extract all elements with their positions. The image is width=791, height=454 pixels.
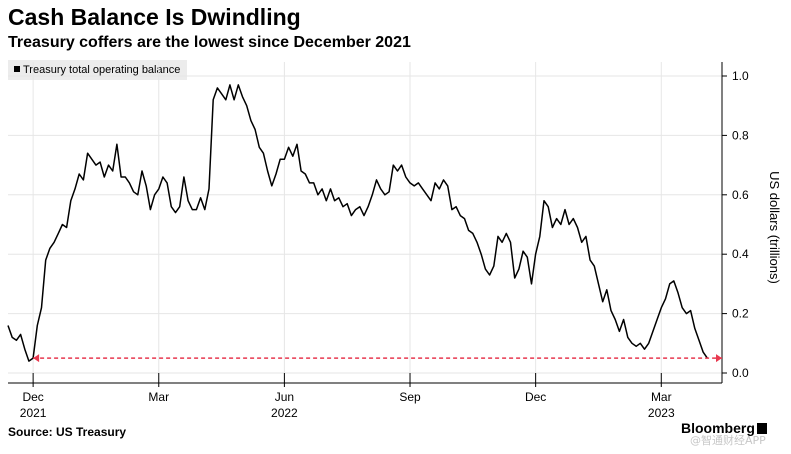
legend-swatch [14, 66, 20, 72]
watermark: @智通财经APP [690, 434, 766, 447]
x-tick-year-label: 2022 [271, 406, 298, 420]
legend: Treasury total operating balance [8, 60, 188, 80]
x-tick-year-label: 2021 [20, 406, 47, 420]
y-axis: 0.0 0.2 0.4 0.6 0.8 1.0 [721, 62, 749, 383]
x-tick-label: Jun [275, 390, 294, 404]
x-tick-label: Dec [22, 390, 43, 404]
gridlines [8, 62, 722, 374]
y-tick-label: 0.4 [732, 247, 749, 261]
y-tick-label: 1.0 [732, 69, 749, 83]
y-tick-label: 0.0 [732, 366, 749, 380]
chart-title: Cash Balance Is Dwindling [8, 4, 301, 30]
x-tick-label: Mar [148, 390, 169, 404]
line-chart: Dec 2021 Mar Jun 2022 Sep Dec Mar 2023 0.0 0.2 0.4… [7, 62, 782, 420]
brand-logo: Bloomberg [681, 420, 767, 436]
x-tick-label: Mar [651, 390, 672, 404]
y-tick-label: 0.8 [732, 128, 749, 142]
brand-mark-icon [756, 423, 767, 434]
x-tick-label: Sep [399, 390, 421, 404]
y-tick-label: 0.2 [732, 307, 749, 321]
legend-label: Treasury total operating balance [23, 64, 181, 76]
brand-text: Bloomberg [681, 420, 755, 436]
source-note: Source: US Treasury [8, 425, 127, 439]
y-tick-label: 0.6 [732, 188, 749, 202]
x-axis: Dec 2021 Mar Jun 2022 Sep Dec Mar 2023 [8, 373, 722, 420]
y-axis-label: US dollars (trillions) [767, 171, 782, 284]
reference-arrow-left-icon [33, 354, 40, 363]
series-group [7, 84, 722, 363]
series-line [7, 84, 708, 362]
x-tick-label: Dec [525, 390, 546, 404]
reference-arrow-right-icon [716, 354, 722, 363]
chart-subtitle: Treasury coffers are the lowest since De… [8, 34, 411, 51]
x-tick-year-label: 2023 [648, 406, 675, 420]
